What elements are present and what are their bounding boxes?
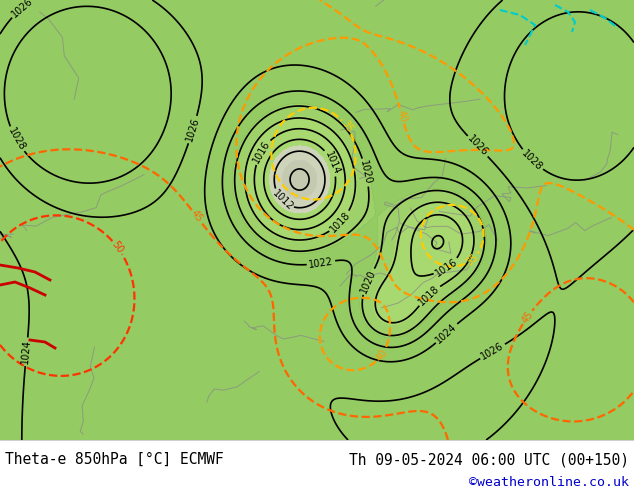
Text: 1026: 1026	[465, 134, 490, 159]
Text: Th 09-05-2024 06:00 UTC (00+150): Th 09-05-2024 06:00 UTC (00+150)	[349, 452, 629, 467]
Text: 1028: 1028	[520, 148, 545, 172]
Text: 35: 35	[464, 251, 480, 267]
Text: 1018: 1018	[328, 210, 353, 234]
Text: 1012: 1012	[271, 189, 295, 213]
Text: 1026: 1026	[10, 0, 35, 20]
Text: 45: 45	[520, 309, 535, 325]
Text: 40: 40	[396, 109, 408, 123]
Text: 35: 35	[339, 119, 354, 135]
Text: 40: 40	[373, 347, 389, 363]
Text: 1024: 1024	[20, 339, 32, 365]
Text: Theta-e 850hPa [°C] ECMWF: Theta-e 850hPa [°C] ECMWF	[5, 452, 224, 467]
Text: 1014: 1014	[323, 149, 342, 176]
Text: ©weatheronline.co.uk: ©weatheronline.co.uk	[469, 476, 629, 489]
Text: 1028: 1028	[6, 126, 27, 152]
Text: 1026: 1026	[184, 117, 201, 143]
Text: 1020: 1020	[358, 268, 377, 294]
Text: 1026: 1026	[479, 341, 506, 362]
Text: 1024: 1024	[434, 321, 459, 345]
Text: 1016: 1016	[434, 257, 460, 279]
Text: 50: 50	[110, 240, 126, 255]
Text: 1018: 1018	[417, 283, 441, 307]
Text: 45: 45	[189, 209, 204, 224]
Text: 1022: 1022	[308, 256, 334, 270]
Text: 1020: 1020	[358, 159, 373, 186]
Text: 1016: 1016	[251, 139, 272, 165]
